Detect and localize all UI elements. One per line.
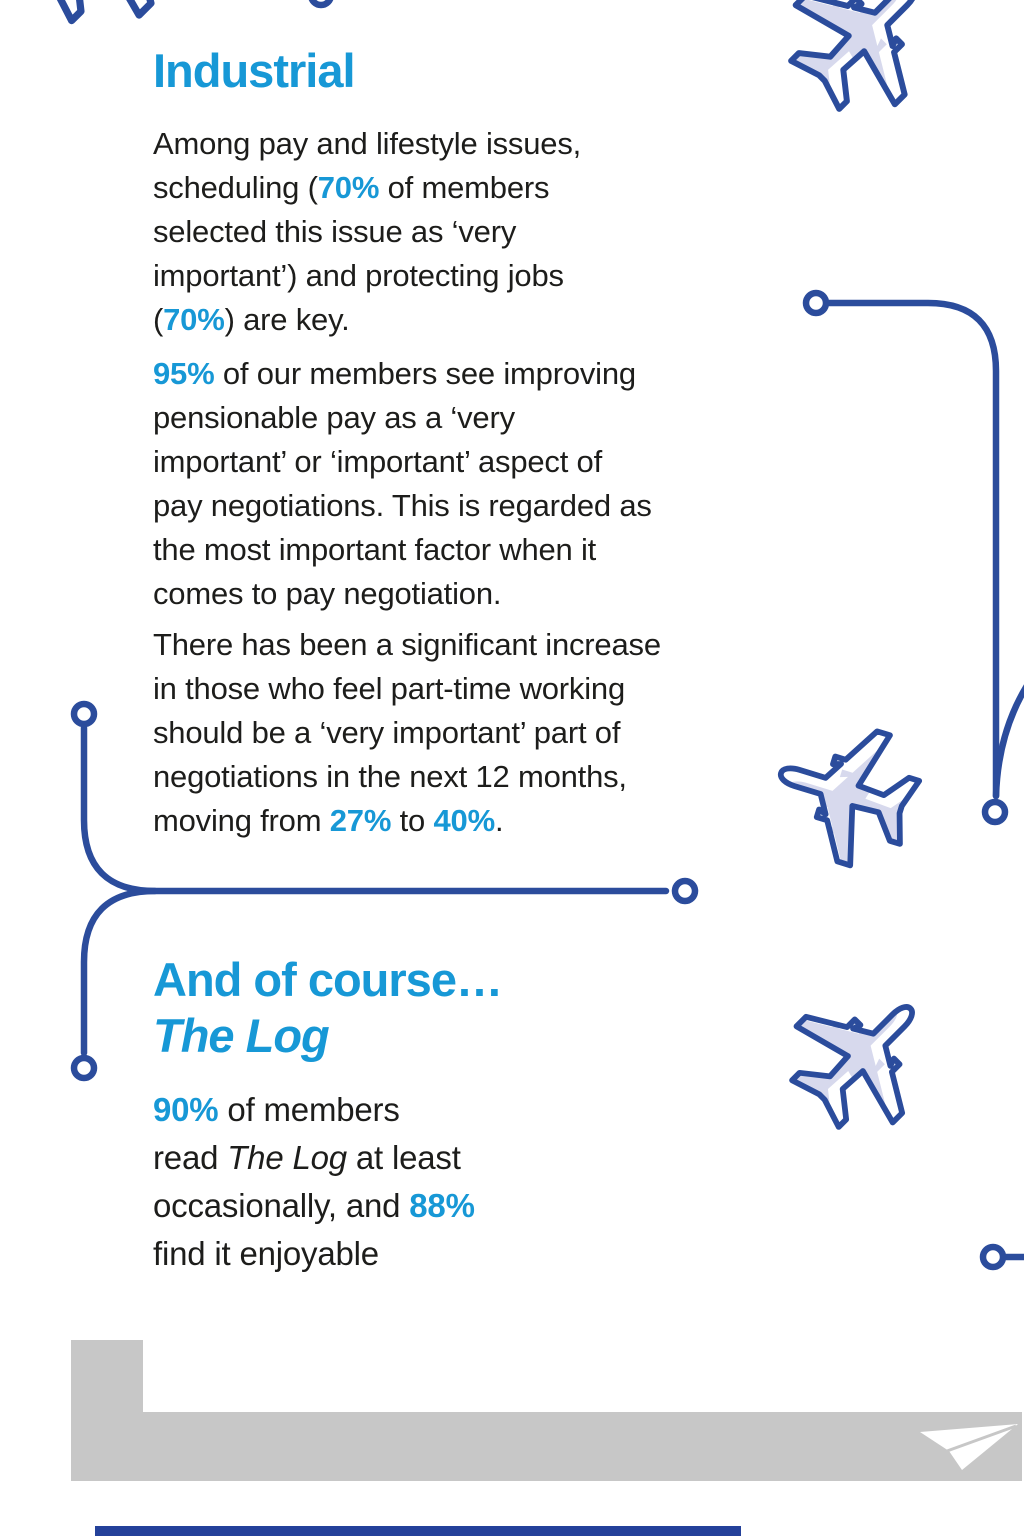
- footer-band: [71, 1340, 1022, 1481]
- waypoint-circle: [981, 798, 1009, 826]
- airplane-icon: [697, 906, 1014, 1223]
- paper-plane-icon: [920, 1424, 1018, 1470]
- waypoint-circle: [802, 289, 830, 317]
- flight-path-line: [80, 887, 159, 1057]
- waypoint-circle: [671, 877, 699, 905]
- industrial-paragraph-1: Among pay and lifestyle issues, schedulin…: [153, 126, 582, 337]
- airplane-icon: [693, 0, 1020, 207]
- log-paragraph: 90% of members read The Log at least occas…: [153, 1091, 475, 1272]
- footer-accent-bar: [95, 1526, 741, 1536]
- waypoint-circle: [70, 1054, 98, 1082]
- waypoint-circle: [308, 0, 334, 9]
- flight-path-line: [825, 299, 1000, 800]
- airplane-icon: [716, 656, 996, 936]
- waypoint-circle: [70, 700, 98, 728]
- industrial-heading: Industrial: [153, 44, 356, 97]
- industrial-paragraph-2: 95% of our members see improving pensiona…: [153, 356, 652, 611]
- log-heading: And of course… The Log: [153, 953, 503, 1062]
- flight-path-line: [992, 684, 1024, 800]
- industrial-paragraph-3: There has been a significant increase in …: [153, 627, 661, 838]
- waypoint-circle: [979, 1243, 1007, 1271]
